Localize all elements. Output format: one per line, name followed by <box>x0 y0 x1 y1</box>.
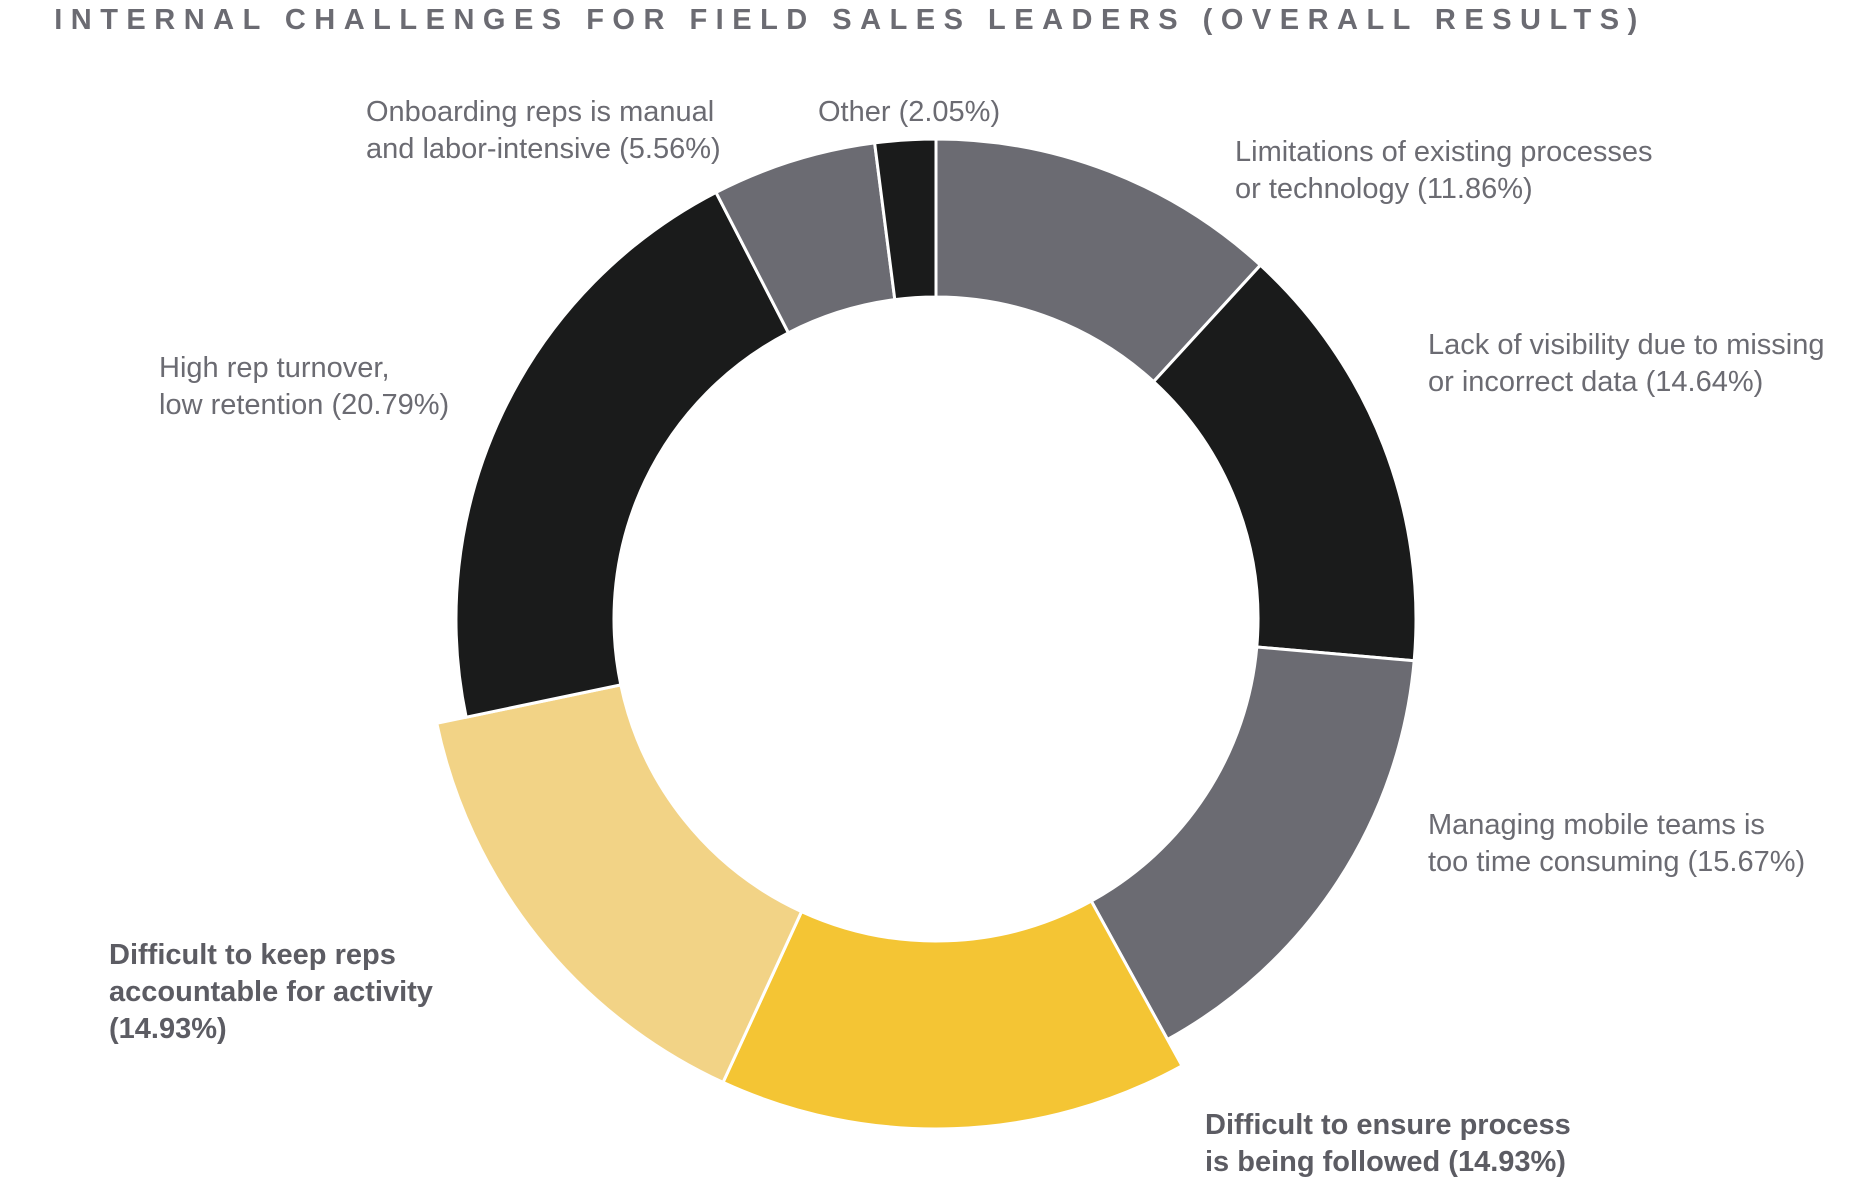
slice-label: Lack of visibility due to missing or inco… <box>1428 327 1825 401</box>
donut-slice <box>721 899 1185 1131</box>
slice-label-line: Limitations of existing processes <box>1235 136 1653 168</box>
slice-label-line: (14.93%) <box>109 1013 227 1045</box>
slice-label-line: Difficult to keep reps <box>109 939 396 971</box>
slice-label-line: or technology (11.86%) <box>1235 173 1533 205</box>
slice-label-line: Onboarding reps is manual <box>366 96 715 128</box>
donut-slice <box>1089 645 1416 1042</box>
slice-label-line: or incorrect data (14.64%) <box>1428 366 1764 398</box>
slice-label: Difficult to ensure process is being foll… <box>1205 1107 1571 1181</box>
slice-label: Managing mobile teams is too time consumi… <box>1428 807 1805 881</box>
slice-label-line: low retention (20.79%) <box>159 389 450 421</box>
donut-slice <box>454 190 791 719</box>
slice-label-line: is being followed (14.93%) <box>1205 1146 1566 1178</box>
slice-label: Onboarding reps is manual and labor-inten… <box>366 94 721 168</box>
slice-label-line: Managing mobile teams is <box>1428 809 1765 841</box>
slice-label: Limitations of existing processes or tech… <box>1235 134 1652 208</box>
slice-label: Difficult to keep reps accountable for ac… <box>109 937 433 1048</box>
chart-title: INTERNAL CHALLENGES FOR FIELD SALES LEAD… <box>54 4 1646 36</box>
slice-label-line: Other (2.05%) <box>818 96 1001 128</box>
donut-slice <box>1151 263 1418 663</box>
slice-label-line: too time consuming (15.67%) <box>1428 846 1806 878</box>
slice-label: Other (2.05%) <box>818 94 1000 131</box>
slice-label: High rep turnover, low retention (20.79%) <box>159 350 449 424</box>
slice-label-line: Lack of visibility due to missing <box>1428 329 1825 361</box>
slice-label-line: accountable for activity <box>109 976 433 1008</box>
slice-label-line: and labor-intensive (5.56%) <box>366 133 721 165</box>
donut-slice <box>435 683 804 1085</box>
donut-slice <box>872 137 938 302</box>
slice-label-line: High rep turnover, <box>159 352 390 384</box>
slice-label-line: Difficult to ensure process <box>1205 1109 1571 1141</box>
